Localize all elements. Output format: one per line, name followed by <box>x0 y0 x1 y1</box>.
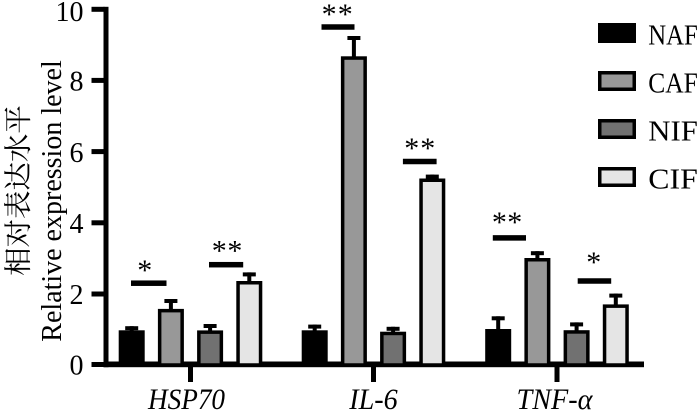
svg-text:*: * <box>227 235 242 268</box>
svg-text:NIF: NIF <box>648 116 698 148</box>
svg-text:TNF-α: TNF-α <box>517 383 594 410</box>
svg-text:*: * <box>420 132 435 165</box>
svg-text:*: * <box>492 206 507 239</box>
svg-text:Relative expression level: Relative expression level <box>37 60 68 342</box>
svg-text:0: 0 <box>70 350 84 381</box>
svg-text:10: 10 <box>56 0 84 28</box>
svg-text:*: * <box>586 246 601 279</box>
svg-text:*: * <box>507 206 522 239</box>
svg-text:*: * <box>212 235 227 268</box>
svg-text:CIF: CIF <box>648 164 698 196</box>
svg-text:6: 6 <box>70 138 84 169</box>
svg-text:2: 2 <box>70 280 84 311</box>
svg-text:*: * <box>338 0 353 31</box>
svg-text:IL-6: IL-6 <box>348 383 397 410</box>
svg-text:8: 8 <box>70 67 84 98</box>
svg-text:NAF: NAF <box>648 20 698 52</box>
svg-text:*: * <box>404 132 419 165</box>
svg-text:CAF: CAF <box>648 68 698 100</box>
svg-text:*: * <box>137 254 152 287</box>
svg-text:HSP70: HSP70 <box>147 383 225 410</box>
svg-text:4: 4 <box>70 209 84 240</box>
svg-text:*: * <box>322 0 337 31</box>
